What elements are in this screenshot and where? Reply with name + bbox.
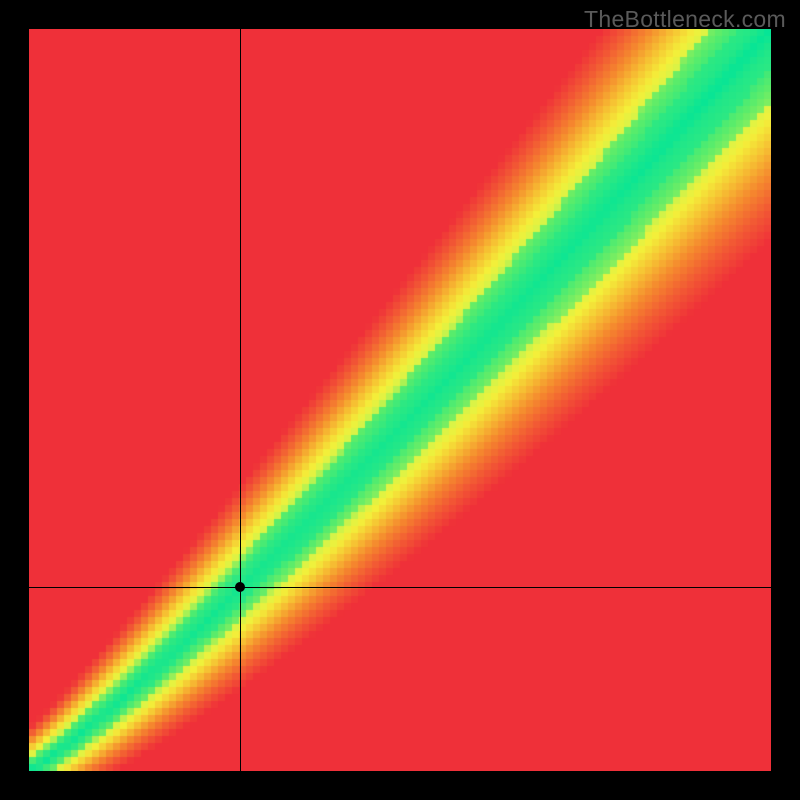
crosshair-vertical xyxy=(240,29,241,771)
plot-area xyxy=(29,29,771,771)
crosshair-horizontal xyxy=(29,587,771,588)
watermark-text: TheBottleneck.com xyxy=(584,6,786,33)
marker-dot xyxy=(235,582,245,592)
heatmap-canvas xyxy=(29,29,771,771)
chart-container: TheBottleneck.com xyxy=(0,0,800,800)
